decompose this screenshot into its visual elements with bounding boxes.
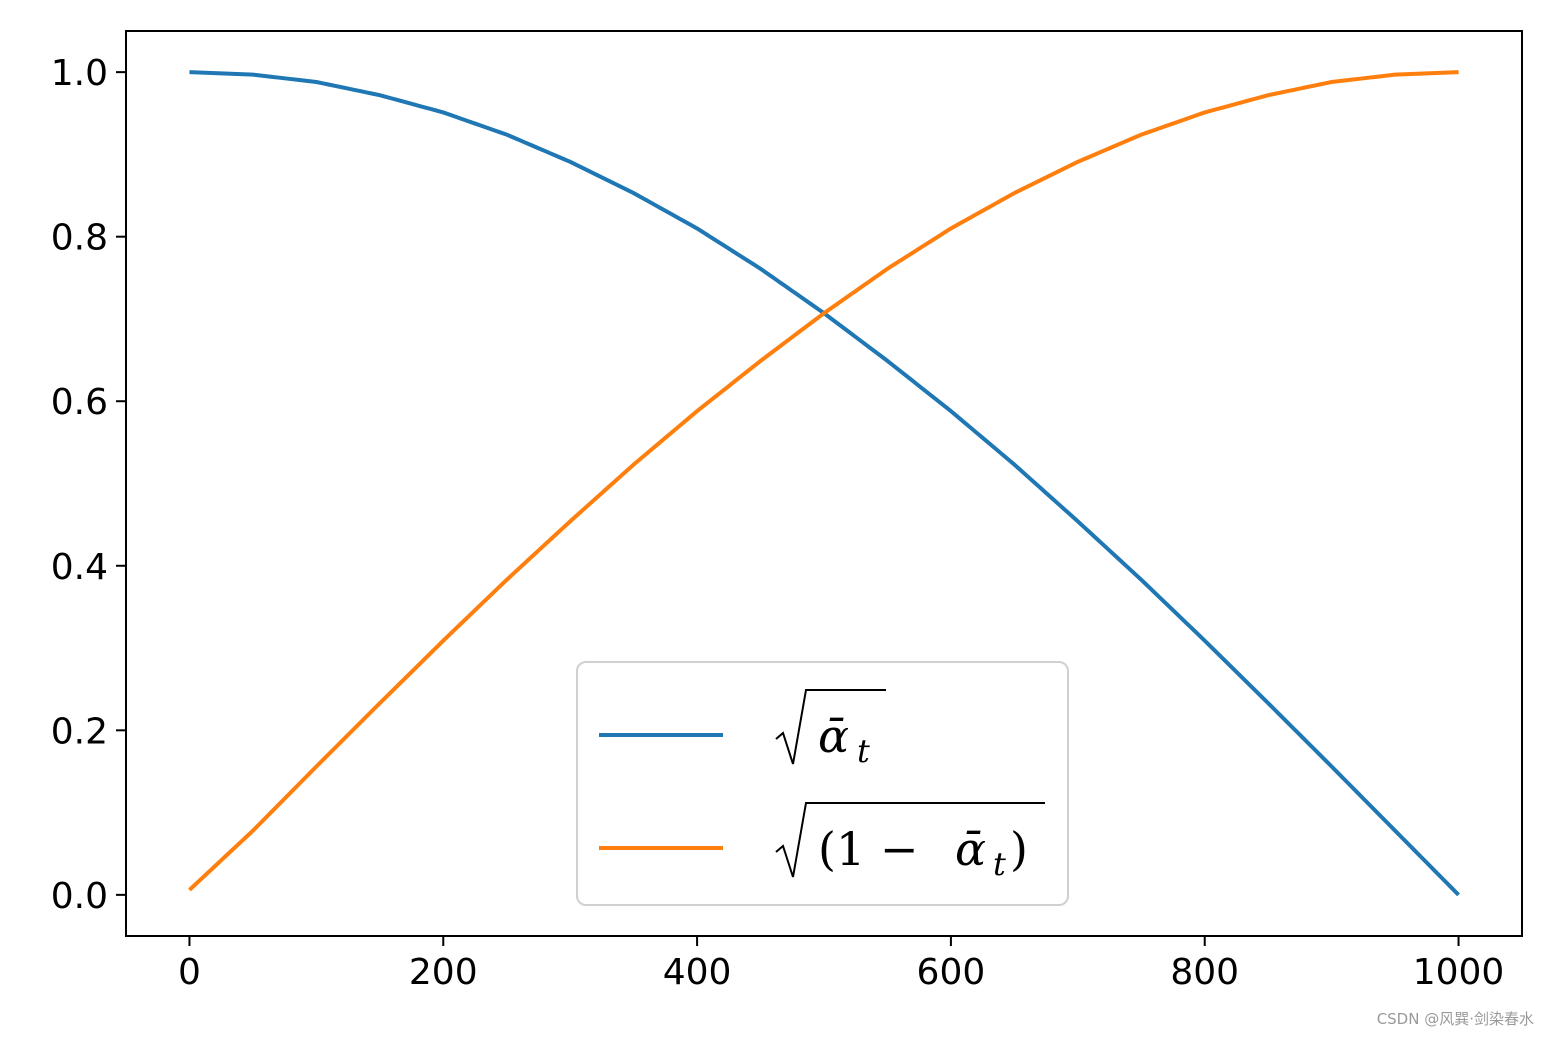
series-line-1 [188, 70, 1459, 892]
x-tick-label: 400 [663, 952, 732, 993]
x-tick-label: 600 [917, 952, 986, 993]
svg-text:ᾱ: ᾱ [955, 822, 986, 876]
x-tick-label: 0 [178, 952, 201, 993]
y-tick-label: 1.0 [51, 53, 108, 94]
watermark: CSDN @风巽·剑染春水 [1376, 1010, 1534, 1028]
legend-label-sqrt-alpha: ᾱ t [775, 689, 886, 770]
x-tick-label: 200 [409, 952, 478, 993]
ticks-layer: 0 200 400 600 800 1000 0.0 0.2 0.4 0.6 0.8 1.0 [51, 53, 1505, 993]
series-layer [188, 70, 1460, 897]
legend-label-sqrt-one-minus-alpha: (1 − ᾱ t ) [775, 802, 1045, 883]
svg-text:(1 −: (1 − [818, 822, 918, 876]
svg-text:ᾱ: ᾱ [818, 709, 849, 763]
svg-text:): ) [1010, 822, 1028, 876]
y-tick-label: 0.6 [51, 382, 108, 423]
x-tick-label: 1000 [1413, 952, 1505, 993]
y-tick-label: 0.4 [51, 547, 108, 588]
legend-box [576, 661, 1069, 906]
svg-text:t: t [857, 732, 870, 770]
y-tick-label: 0.2 [51, 711, 108, 752]
radical-sign-icon [775, 689, 886, 765]
legend: ᾱ t (1 − ᾱ t ) [576, 661, 1069, 906]
radical-sign-icon [775, 802, 1045, 878]
axes-frame [125, 30, 1523, 937]
x-tick-label: 800 [1170, 952, 1239, 993]
y-tick-label: 0.8 [51, 218, 108, 259]
svg-text:t: t [993, 845, 1006, 883]
y-tick-label: 0.0 [51, 876, 108, 917]
